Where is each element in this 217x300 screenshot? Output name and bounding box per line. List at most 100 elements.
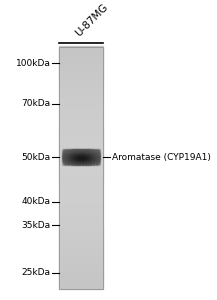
Bar — [75, 149, 76, 150]
Bar — [99, 163, 100, 164]
Bar — [80, 164, 81, 165]
Bar — [98, 151, 99, 152]
Bar — [74, 164, 75, 165]
Text: 100kDa: 100kDa — [16, 58, 51, 68]
Bar — [79, 150, 80, 151]
Bar — [76, 157, 77, 158]
Bar — [87, 158, 89, 159]
Bar — [77, 155, 78, 156]
Bar — [82, 155, 83, 156]
Bar — [64, 151, 65, 152]
Bar — [71, 160, 72, 161]
Bar — [72, 152, 73, 153]
Bar — [79, 160, 81, 161]
Bar — [83, 148, 84, 149]
Bar — [93, 157, 94, 158]
Bar — [85, 164, 86, 165]
Bar — [81, 152, 82, 153]
Bar — [69, 155, 70, 156]
Bar — [76, 159, 77, 160]
Bar — [97, 149, 98, 150]
Bar — [96, 154, 97, 155]
Bar — [94, 161, 95, 162]
Bar — [82, 163, 83, 164]
Bar — [82, 156, 83, 157]
Bar — [83, 158, 84, 159]
Bar — [75, 152, 76, 153]
Bar — [66, 160, 67, 161]
Bar — [72, 157, 73, 158]
Bar — [59, 216, 103, 218]
Bar — [79, 161, 81, 162]
Bar — [65, 152, 66, 153]
Bar — [68, 159, 69, 160]
Bar — [88, 161, 89, 162]
Bar — [95, 159, 96, 160]
Bar — [62, 158, 64, 159]
Bar — [91, 153, 92, 154]
Bar — [93, 160, 94, 161]
Bar — [78, 164, 79, 165]
Bar — [97, 154, 98, 155]
Bar — [97, 152, 98, 153]
Bar — [95, 152, 96, 153]
Bar — [93, 150, 94, 151]
Bar — [88, 149, 89, 150]
Bar — [59, 121, 103, 124]
Bar — [59, 50, 103, 53]
Bar — [62, 150, 64, 151]
Bar — [80, 158, 81, 159]
Bar — [93, 154, 94, 155]
Bar — [59, 178, 103, 180]
Bar — [74, 157, 75, 158]
Bar — [80, 161, 81, 162]
Bar — [77, 150, 78, 151]
Bar — [76, 150, 77, 151]
Bar — [76, 164, 77, 165]
Bar — [70, 160, 71, 161]
Bar — [59, 93, 103, 95]
Bar — [59, 270, 103, 273]
Bar — [80, 155, 81, 156]
Bar — [62, 162, 64, 163]
Bar — [95, 155, 96, 156]
Bar — [70, 153, 71, 154]
Bar — [71, 155, 72, 156]
Bar — [90, 161, 91, 162]
Bar — [93, 157, 94, 158]
Bar — [77, 158, 78, 159]
Bar — [65, 151, 66, 152]
Bar — [76, 156, 77, 157]
Bar — [75, 158, 76, 159]
Bar — [68, 151, 69, 152]
Bar — [79, 155, 81, 156]
Bar — [72, 151, 73, 152]
Bar — [65, 159, 66, 160]
Bar — [71, 152, 72, 153]
Bar — [76, 160, 77, 161]
Bar — [84, 155, 86, 156]
Bar — [65, 150, 66, 151]
Bar — [75, 150, 76, 151]
Bar — [68, 152, 69, 153]
Bar — [95, 160, 96, 161]
Bar — [96, 162, 97, 163]
Bar — [85, 154, 86, 155]
Bar — [67, 160, 68, 161]
Bar — [79, 159, 81, 160]
Bar — [81, 158, 82, 159]
Bar — [82, 164, 83, 165]
Bar — [79, 151, 81, 152]
Bar — [59, 66, 103, 69]
Bar — [90, 160, 92, 161]
Bar — [67, 155, 68, 156]
Bar — [84, 153, 86, 154]
Bar — [62, 149, 64, 150]
Bar — [79, 152, 80, 153]
Bar — [83, 159, 84, 160]
Bar — [91, 163, 92, 164]
Bar — [93, 150, 94, 151]
Bar — [71, 149, 72, 150]
Bar — [82, 163, 83, 164]
Bar — [73, 149, 74, 150]
